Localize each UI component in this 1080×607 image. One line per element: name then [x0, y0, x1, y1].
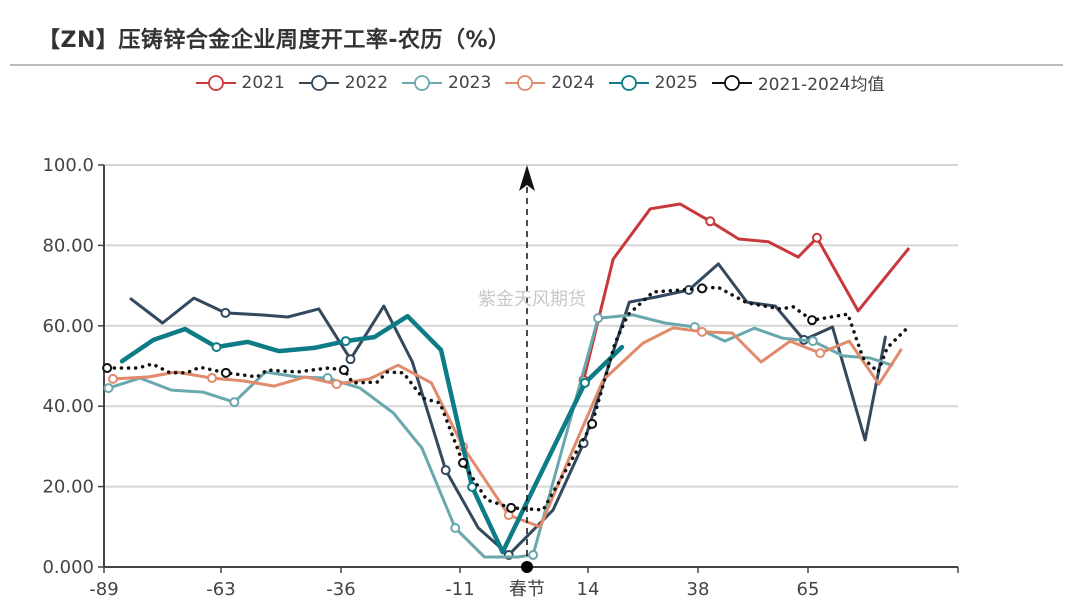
data-point-marker — [811, 232, 822, 243]
legend-label: 2023 — [448, 72, 492, 93]
x-tick-label: -11 — [445, 579, 474, 600]
data-point-marker — [338, 365, 349, 376]
chart-title: 【ZN】压铸锌合金企业周度开工率-农历（%） — [38, 28, 511, 53]
data-point-marker — [815, 348, 826, 359]
data-point-marker — [807, 315, 818, 326]
watermark: 紫金天风期货 — [478, 289, 586, 310]
series-2021-2024均值 — [102, 283, 911, 513]
data-point — [199, 366, 201, 368]
data-point-marker — [697, 283, 708, 294]
data-point-marker — [220, 367, 231, 378]
data-point-marker — [579, 377, 590, 388]
y-tick-label: 40.00 — [42, 396, 94, 417]
series-2023 — [103, 313, 894, 560]
legend-item[interactable]: 2025 — [608, 70, 698, 95]
legend-line-circle-icon — [608, 74, 649, 91]
legend: 2021 2022 2023 2024 2025 2021-2024均值 — [0, 70, 1080, 95]
y-tick-label: 0.000 — [42, 557, 94, 578]
series-2025 — [119, 313, 625, 555]
arrow-head-icon — [519, 165, 535, 191]
x-tick-label: -89 — [89, 579, 118, 600]
data-point — [886, 347, 888, 349]
data-point — [486, 499, 488, 501]
x-tick-label: 65 — [797, 579, 820, 600]
data-point — [652, 291, 654, 293]
title-divider — [10, 64, 1063, 66]
legend-label: 2025 — [654, 72, 698, 93]
legend-item[interactable]: 2024 — [505, 70, 595, 95]
data-point-marker — [103, 383, 114, 394]
data-point-marker — [108, 373, 118, 384]
y-tick-label: 20.00 — [42, 477, 94, 498]
legend-label: 2021 — [241, 72, 285, 93]
y-tick-label: 100.0 — [42, 155, 94, 176]
series-line — [107, 313, 894, 559]
legend-line-circle-icon — [195, 74, 236, 91]
series-2024 — [108, 326, 903, 529]
legend-label: 2021-2024均值 — [757, 75, 885, 95]
series-line — [105, 285, 911, 512]
data-point-marker — [593, 313, 604, 324]
data-point-marker — [102, 363, 113, 374]
data-point-marker — [207, 373, 217, 384]
data-point-marker — [211, 342, 222, 353]
data-point-marker — [458, 457, 469, 468]
y-tick-label: 80.00 — [42, 235, 94, 256]
x-tick-label: -36 — [326, 579, 355, 600]
data-point-marker — [220, 307, 231, 318]
data-point-marker — [697, 326, 708, 337]
legend-item[interactable]: 2021-2024均值 — [711, 70, 885, 95]
data-point — [847, 313, 849, 315]
series-line — [111, 326, 903, 529]
legend-line-circle-icon — [711, 74, 752, 91]
x-tick-label: 38 — [687, 579, 710, 600]
legend-line-circle-icon — [505, 74, 546, 91]
data-point — [137, 367, 139, 369]
legend-label: 2022 — [344, 72, 389, 93]
legend-item[interactable]: 2021 — [195, 70, 285, 95]
data-point-marker — [705, 216, 716, 227]
x-tick-label: -63 — [206, 579, 235, 600]
data-point-marker — [229, 397, 240, 408]
data-point-marker — [345, 354, 356, 365]
legend-label: 2024 — [551, 72, 595, 93]
legend-line-circle-icon — [298, 74, 339, 91]
legend-item[interactable]: 2023 — [402, 70, 491, 95]
data-point-marker — [528, 549, 539, 560]
data-point-marker — [440, 465, 451, 476]
y-tick-label: 60.00 — [42, 316, 94, 337]
data-point-marker — [467, 482, 478, 493]
data-point-marker — [340, 336, 351, 347]
spring-festival-dot — [521, 561, 533, 573]
data-point-marker — [450, 523, 461, 534]
x-tick-label: 春节 — [509, 579, 545, 600]
data-point — [151, 363, 153, 365]
data-point-marker — [807, 336, 818, 347]
data-point-marker — [331, 379, 342, 390]
data-point-marker — [506, 502, 517, 513]
data-point-marker — [587, 418, 598, 429]
legend-line-circle-icon — [402, 74, 443, 91]
legend-item[interactable]: 2022 — [298, 70, 389, 95]
series-line — [582, 202, 910, 382]
x-tick-label: 14 — [577, 579, 600, 600]
